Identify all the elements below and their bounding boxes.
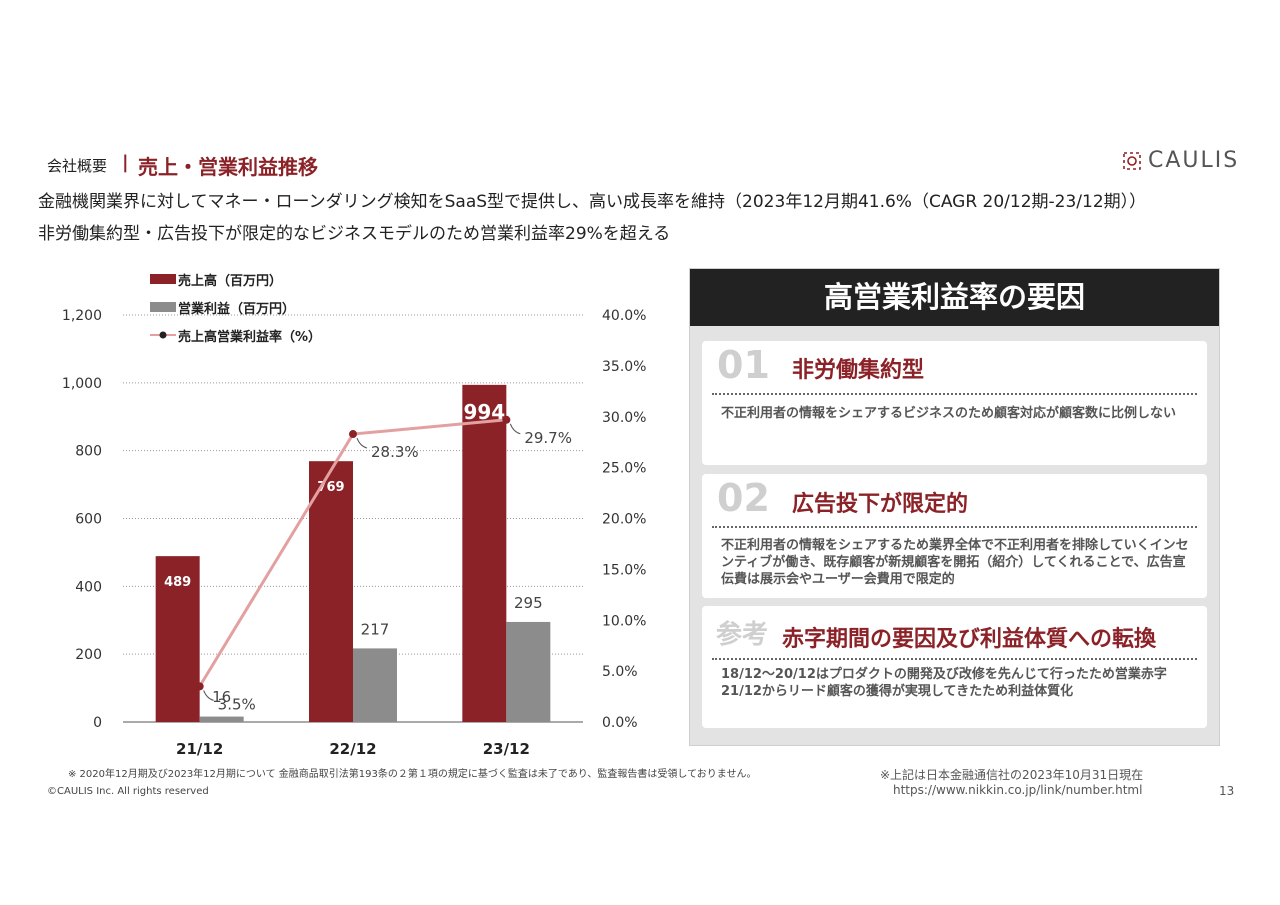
label-leader-line — [203, 690, 214, 701]
card-divider — [712, 393, 1197, 395]
card-body: 18/12〜20/12はプロダクトの開発及び改修を先んじて行ったため営業赤字 2… — [721, 667, 1167, 699]
left-tick-label: 0 — [93, 715, 102, 731]
margin-rate-point — [349, 430, 357, 439]
margin-rate-point — [195, 682, 204, 691]
profit-bar — [199, 716, 244, 722]
title-separator: | — [122, 152, 129, 173]
right-tick-label: 30.0% — [602, 410, 646, 426]
lead-line-1: 金融機関業界に対してマネー・ローンダリング検知をSaaS型で提供し、高い成長率を… — [38, 192, 1147, 212]
card-number: 02 — [717, 476, 770, 520]
label-leader-line — [356, 437, 368, 449]
factors-panel: 高営業利益率の要因 01 非労働集約型 不正利用者の情報をシェアするビジネスのた… — [689, 268, 1220, 746]
profit-data-label: 217 — [361, 620, 390, 638]
left-tick-label: 200 — [75, 647, 102, 663]
category-label: 22/12 — [329, 740, 376, 758]
right-tick-label: 0.0% — [602, 715, 638, 731]
lead-line-2: 非労働集約型・広告投下が限定的なビジネスモデルのため営業利益率29%を超える — [38, 224, 671, 244]
card-divider — [712, 526, 1197, 528]
left-tick-label: 1,200 — [62, 308, 102, 324]
card-body: 不正利用者の情報をシェアするため業界全体で不正利用者を排除していくインセンティブ… — [721, 538, 1189, 587]
source-url: https://www.nikkin.co.jp/link/number.htm… — [893, 783, 1143, 797]
legend-label: 売上高（百万円） — [178, 273, 282, 289]
profit-bar — [353, 648, 397, 722]
right-tick-label: 35.0% — [602, 359, 646, 375]
right-tick-label: 40.0% — [602, 308, 646, 324]
card-title: 非労働集約型 — [792, 358, 925, 383]
card-divider — [712, 658, 1197, 660]
sales-profit-chart: 0 200 400 600 800 1,000 1,200 0.0% 5.0% 10.0% 15.0… — [62, 273, 647, 758]
reference-card: 参考 赤字期間の要因及び利益体質への転換 18/12〜20/12はプロダクトの開… — [702, 606, 1207, 728]
factor-card-1: 01 非労働集約型 不正利用者の情報をシェアするビジネスのため顧客対応が顧客数に… — [702, 341, 1207, 465]
legend-swatch — [150, 302, 176, 312]
profit-data-label: 16 — [212, 688, 231, 706]
left-tick-label: 800 — [75, 444, 102, 460]
right-tick-label: 20.0% — [602, 512, 646, 528]
page-title: 売上・営業利益推移 — [138, 155, 318, 179]
card-number: 01 — [717, 343, 770, 387]
right-tick-label: 15.0% — [602, 562, 646, 578]
legend-marker — [159, 331, 167, 339]
left-tick-label: 400 — [75, 579, 102, 595]
right-tick-label: 10.0% — [602, 613, 646, 629]
label-leader-line — [509, 423, 521, 435]
sales-bar — [155, 556, 200, 722]
page-number: 13 — [1219, 784, 1235, 798]
logo-mark-icon — [1123, 151, 1141, 170]
copyright: ©CAULIS Inc. All rights reserved — [47, 786, 209, 797]
left-tick-label: 600 — [75, 512, 102, 528]
sales-bar — [462, 384, 507, 722]
legend-label: 売上高営業利益率（%） — [178, 329, 321, 345]
margin-rate-label: 29.7% — [524, 429, 572, 447]
right-tick-label: 5.0% — [602, 664, 638, 680]
sales-bar — [309, 461, 353, 722]
card-title: 赤字期間の要因及び利益体質への転換 — [782, 627, 1157, 652]
margin-rate-label: 3.5% — [218, 695, 256, 713]
profit-bar — [506, 621, 551, 722]
margin-rate-point — [502, 415, 511, 424]
panel-title: 高営業利益率の要因 — [690, 269, 1219, 326]
card-body: 不正利用者の情報をシェアするビジネスのため顧客対応が顧客数に比例しない — [721, 406, 1177, 421]
legend-label: 営業利益（百万円） — [178, 301, 295, 317]
section-label: 会社概要 — [47, 157, 108, 175]
legend-swatch — [150, 274, 176, 284]
source-note: ※上記は日本金融通信社の2023年10月31日現在 — [880, 768, 1144, 782]
profit-data-label: 295 — [514, 594, 543, 612]
left-tick-label: 1,000 — [62, 376, 102, 392]
card-title: 広告投下が限定的 — [792, 492, 969, 517]
category-label: 23/12 — [483, 740, 530, 758]
company-logo: CAULIS — [1120, 148, 1239, 173]
margin-rate-label: 28.3% — [371, 443, 419, 461]
sales-data-label: 489 — [164, 575, 191, 590]
right-tick-label: 25.0% — [602, 461, 646, 477]
category-label: 21/12 — [176, 740, 223, 758]
card-number: 参考 — [716, 620, 769, 650]
logo-text: CAULIS — [1148, 148, 1240, 173]
factor-card-2: 02 広告投下が限定的 不正利用者の情報をシェアするため業界全体で不正利用者を排… — [702, 474, 1207, 598]
audit-footnote: ※ 2020年12月期及び2023年12月期について 金融商品取引法第193条の… — [68, 769, 757, 780]
